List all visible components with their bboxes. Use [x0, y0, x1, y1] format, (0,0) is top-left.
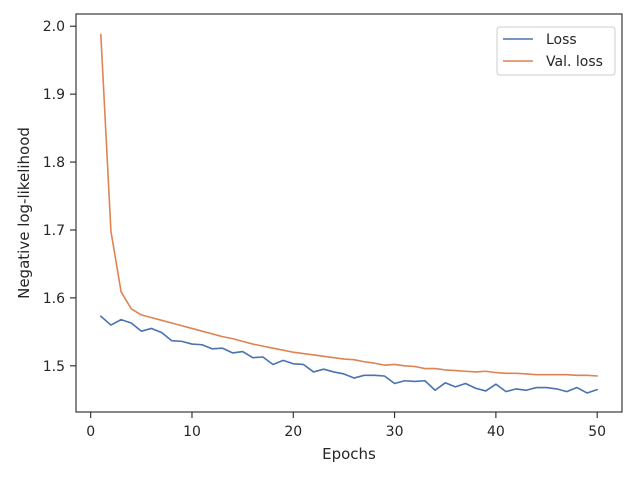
y-tick-label: 1.9	[43, 87, 65, 103]
x-tick-label: 40	[487, 424, 505, 440]
y-axis-label: Negative log-likelihood	[15, 127, 33, 299]
y-tick-label: 1.5	[43, 359, 65, 375]
x-tick-label: 50	[588, 424, 606, 440]
y-tick-label: 1.7	[43, 223, 65, 239]
series-line-loss	[100, 315, 598, 394]
x-tick-label: 10	[183, 424, 201, 440]
legend: Loss Val. loss	[496, 26, 616, 76]
legend-label-loss: Loss	[546, 32, 577, 48]
plot-area	[75, 13, 623, 413]
series-line-val-loss	[100, 33, 598, 377]
x-tick-label: 30	[386, 424, 404, 440]
series-layer	[100, 33, 598, 394]
legend-label-val-loss: Val. loss	[546, 54, 603, 70]
x-tick-label: 0	[86, 424, 95, 440]
y-tick-label: 2.0	[43, 19, 65, 35]
x-axis: 0 10 20 30 40 50	[86, 412, 606, 440]
y-tick-label: 1.6	[43, 291, 65, 307]
plot-frame	[75, 13, 623, 413]
x-axis-label: Epochs	[322, 445, 376, 463]
y-axis: 1.5 1.6 1.7 1.8 1.9 2.0	[43, 19, 76, 375]
x-tick-label: 20	[284, 424, 302, 440]
y-tick-label: 1.8	[43, 155, 65, 171]
